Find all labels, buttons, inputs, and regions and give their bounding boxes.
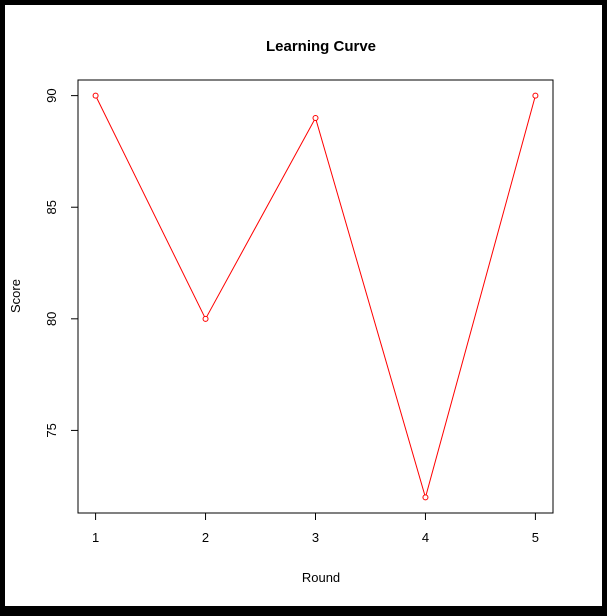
y-tick-label: 75 [44,423,59,437]
line-chart: Learning Curve 1 2 3 4 5 75 80 85 90 Round Scor… [8,38,554,585]
series-layer [92,92,539,501]
x-tick-label: 2 [202,530,209,545]
data-point [92,92,99,99]
data-point [532,92,539,99]
chart-title: Learning Curve [266,38,376,55]
y-tick-label: 80 [44,312,59,326]
series-line [95,95,536,500]
x-tick-label: 4 [422,530,429,545]
x-tick-label: 1 [92,530,99,545]
plot-area-border [77,79,554,514]
data-point [202,315,209,322]
y-axis-label: Score [8,279,23,313]
data-point [422,494,429,501]
x-axis-label: Round [302,570,340,585]
data-point [312,114,319,121]
chart-frame: Learning Curve 1 2 3 4 5 75 80 85 90 Round Scor… [5,5,602,606]
y-axis: 75 80 85 90 [44,88,79,438]
x-axis: 1 2 3 4 5 [92,512,539,545]
x-tick-label: 5 [532,530,539,545]
y-tick-label: 90 [44,88,59,102]
x-tick-label: 3 [312,530,319,545]
y-tick-label: 85 [44,200,59,214]
